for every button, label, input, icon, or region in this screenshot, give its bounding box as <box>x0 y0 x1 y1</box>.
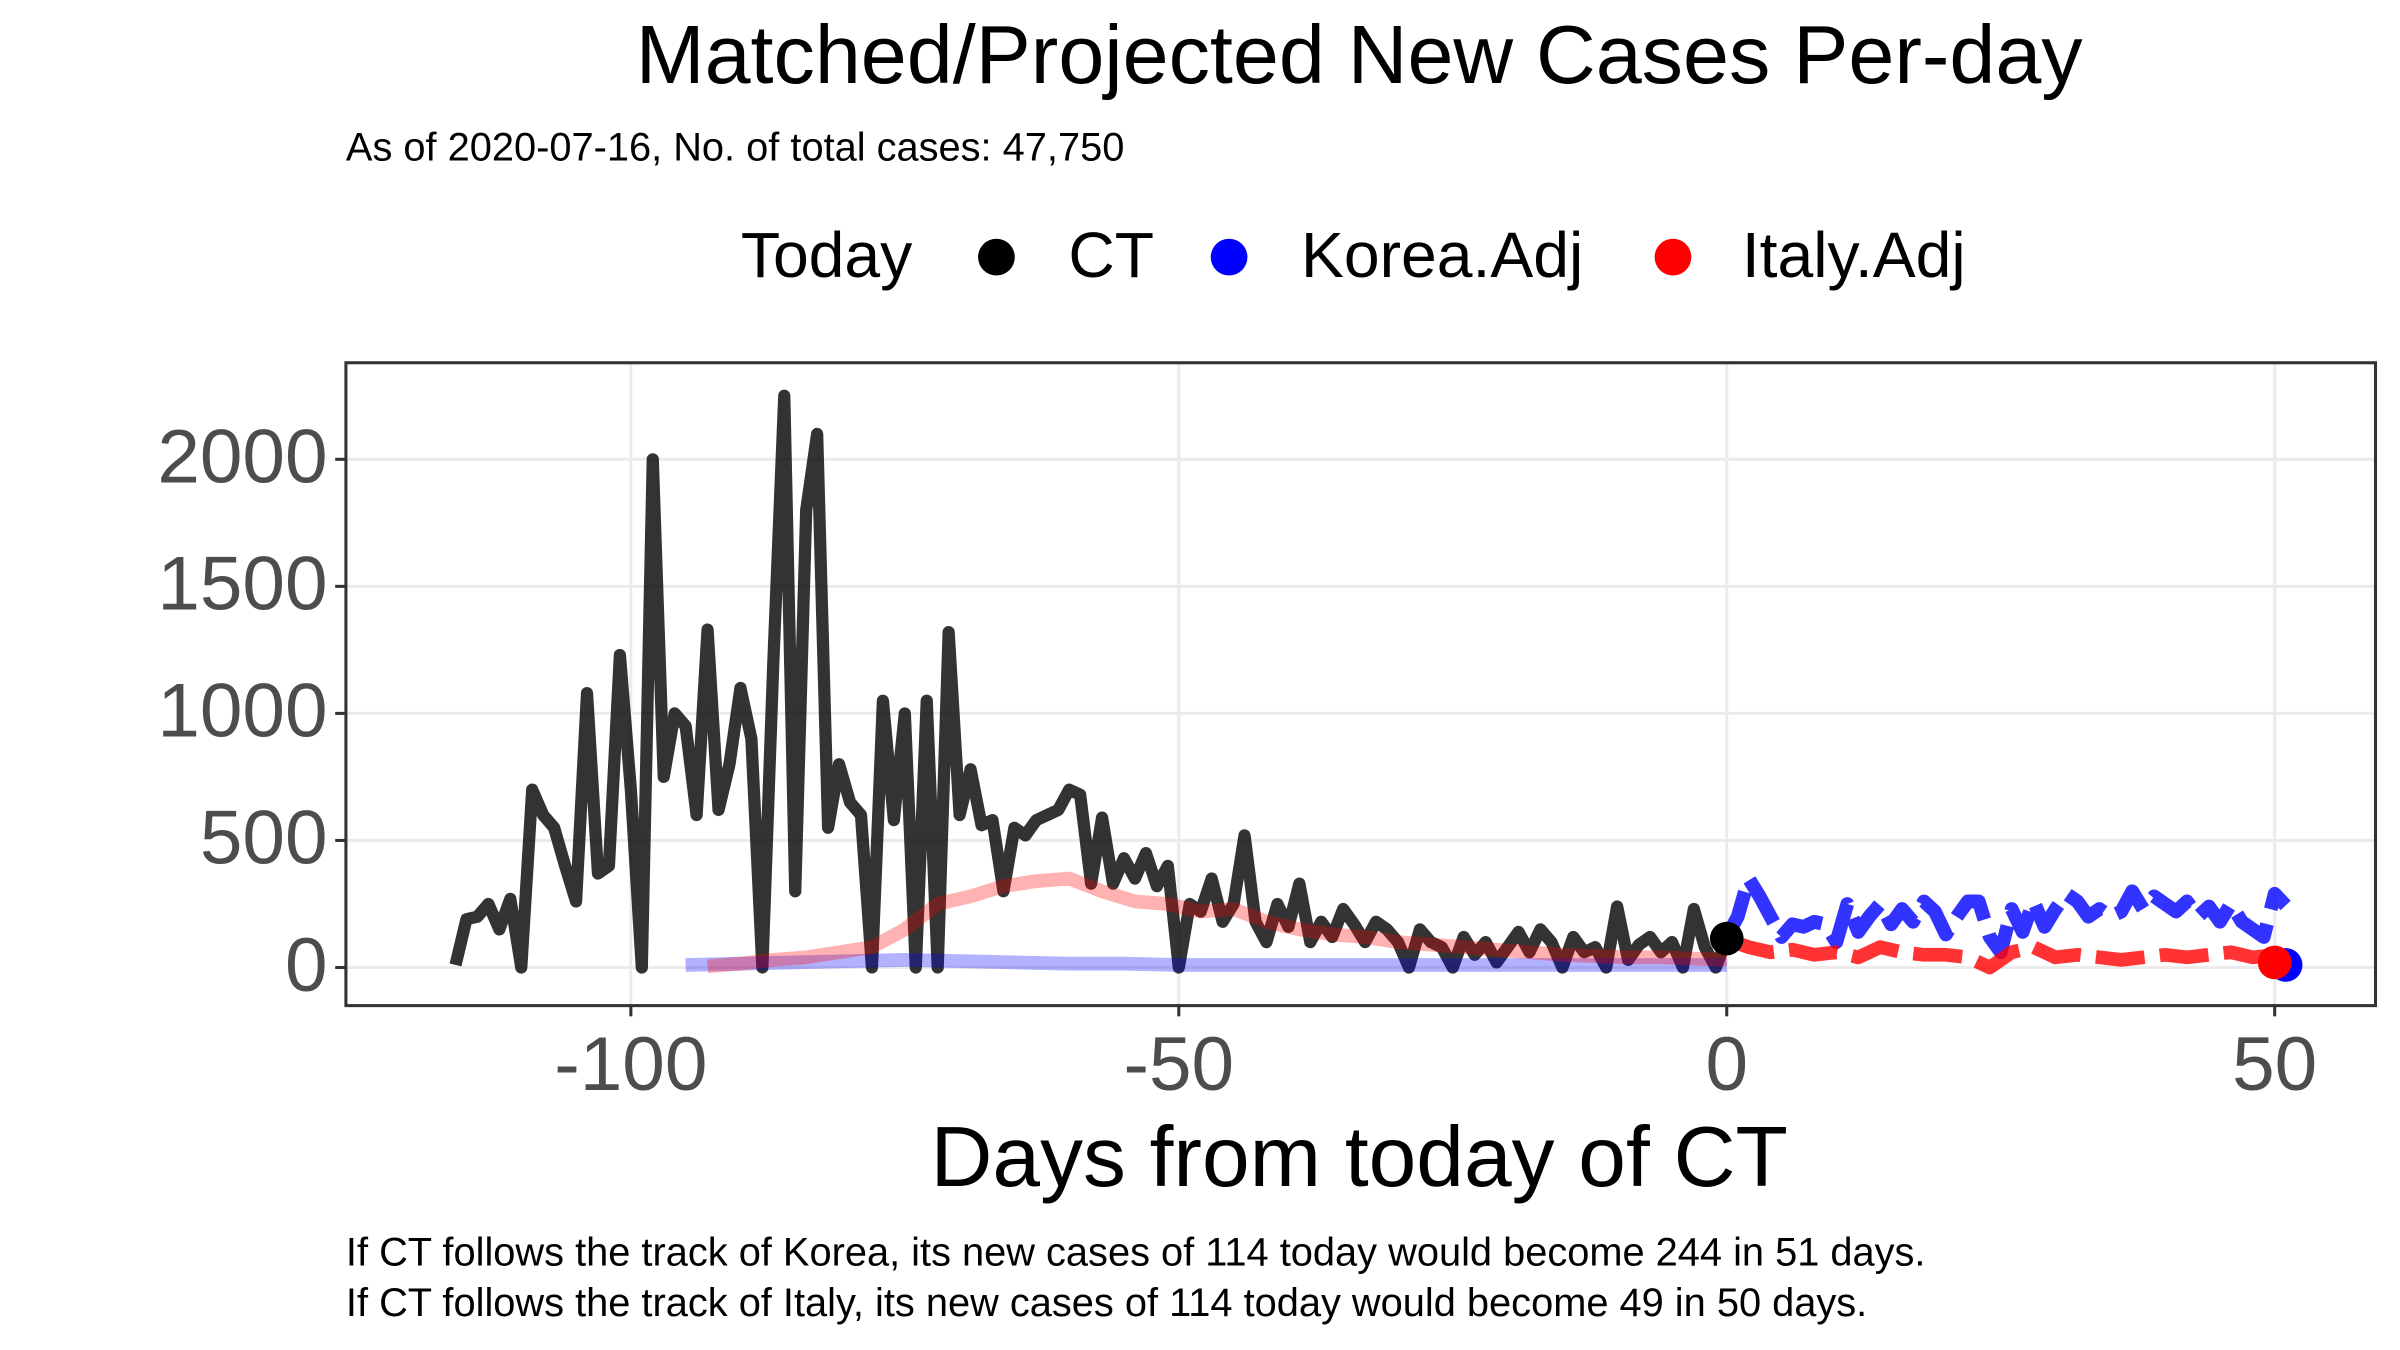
legend-marker <box>978 238 1015 276</box>
y-tick-label: 1500 <box>157 542 327 627</box>
x-tick-label: -50 <box>1123 1022 1234 1107</box>
legend-label: Korea.Adj <box>1301 219 1583 291</box>
subtitle: As of 2020-07-16, No. of total cases: 47… <box>346 126 1124 170</box>
legend-label: Italy.Adj <box>1742 219 1966 291</box>
chart-title: Matched/Projected New Cases Per-day <box>636 8 2084 101</box>
x-tick-label: -100 <box>554 1022 707 1107</box>
y-tick-label: 0 <box>285 923 328 1008</box>
y-tick-label: 2000 <box>157 415 327 500</box>
plot-border <box>344 361 2378 1008</box>
projection-line <box>1720 871 2291 960</box>
y-tick-label: 1000 <box>157 669 327 754</box>
projection-line <box>1724 933 2276 975</box>
y-tick-label: 500 <box>200 796 328 881</box>
history-line <box>685 952 1727 972</box>
x-axis-title: Days from today of CT <box>931 1109 1788 1205</box>
series-line <box>449 389 1733 974</box>
legend-marker <box>1210 238 1248 276</box>
today-point <box>2257 945 2292 980</box>
legend-marker <box>1654 238 1692 276</box>
today-point <box>1709 921 1744 956</box>
legend-title: Today <box>741 219 913 291</box>
note: If CT follows the track of Korea, its ne… <box>346 1231 1926 1275</box>
note: If CT follows the track of Italy, its ne… <box>346 1281 1867 1325</box>
x-tick-label: 0 <box>1705 1022 1748 1107</box>
legend-label: CT <box>1068 219 1154 291</box>
x-tick-label: 50 <box>2232 1022 2317 1107</box>
history-line <box>707 871 1728 974</box>
